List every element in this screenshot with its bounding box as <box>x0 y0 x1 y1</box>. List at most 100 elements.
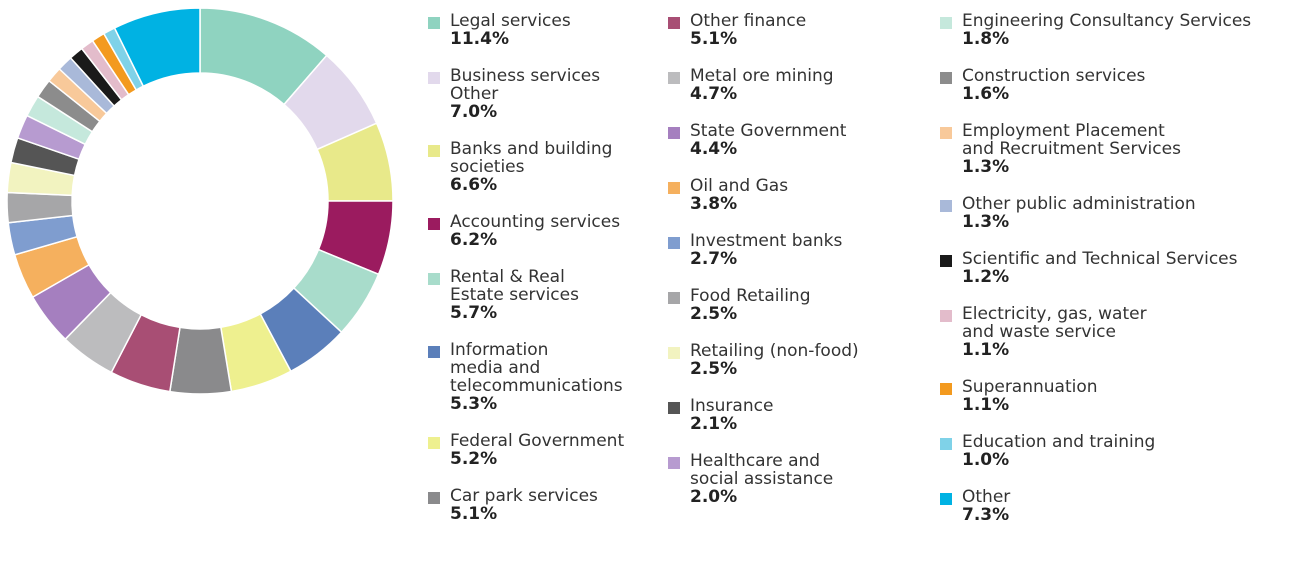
legend-value: 6.6% <box>450 175 498 195</box>
legend-label: Investment banks <box>690 231 843 251</box>
legend-swatch <box>428 273 440 285</box>
legend-label: Superannuation <box>962 377 1098 397</box>
legend-label: Rental & Real Estate services <box>450 267 579 305</box>
legend-item: Employment Placement and Recruitment Ser… <box>940 122 1251 176</box>
legend-swatch <box>940 72 952 84</box>
legend-item: Food Retailing 2.5% <box>668 287 859 323</box>
legend-item: Other public administration 1.3% <box>940 195 1251 231</box>
legend-label: Information media and telecommunications <box>450 340 623 396</box>
legend-label: Banks and building societies <box>450 139 613 177</box>
legend-value: 1.3% <box>962 157 1010 177</box>
legend-value: 1.3% <box>962 212 1010 232</box>
legend-column: Engineering Consultancy Services 1.8% Cons… <box>940 12 1251 524</box>
legend-label: State Government <box>690 121 847 141</box>
legend-swatch <box>940 200 952 212</box>
legend-swatch <box>940 255 952 267</box>
legend-swatch <box>428 145 440 157</box>
legend-value: 5.2% <box>450 449 498 469</box>
legend-swatch <box>668 72 680 84</box>
legend-item: Car park services 5.1% <box>428 487 624 523</box>
legend-column: Legal services 11.4% Business services Oth… <box>428 12 624 523</box>
legend-label: Federal Government <box>450 431 625 451</box>
legend-value: 1.1% <box>962 340 1010 360</box>
legend-item: Investment banks 2.7% <box>668 232 859 268</box>
legend-label: Business services Other <box>450 66 601 104</box>
legend-item: Legal services 11.4% <box>428 12 624 48</box>
legend-label: Scientific and Technical Services <box>962 249 1238 269</box>
legend-item: Business services Other 7.0% <box>428 67 624 121</box>
legend-swatch <box>668 402 680 414</box>
legend-label: Car park services <box>450 486 598 506</box>
legend-swatch <box>940 438 952 450</box>
legend-value: 1.8% <box>962 29 1010 49</box>
legend-label: Education and training <box>962 432 1156 452</box>
legend-item: Information media and telecommunications… <box>428 341 624 413</box>
legend-item: Engineering Consultancy Services 1.8% <box>940 12 1251 48</box>
legend-value: 7.3% <box>962 505 1010 525</box>
legend-label: Other <box>962 487 1011 507</box>
legend-swatch <box>940 493 952 505</box>
legend-item: Accounting services 6.2% <box>428 213 624 249</box>
legend-label: Construction services <box>962 66 1146 86</box>
legend-item: Federal Government 5.2% <box>428 432 624 468</box>
legend-value: 5.3% <box>450 394 498 414</box>
legend-label: Metal ore mining <box>690 66 834 86</box>
legend-item: Metal ore mining 4.7% <box>668 67 859 103</box>
legend-label: Electricity, gas, water and waste servic… <box>962 304 1147 342</box>
legend-item: Healthcare and social assistance 2.0% <box>668 452 859 506</box>
legend-swatch <box>428 346 440 358</box>
legend-swatch <box>940 310 952 322</box>
legend-value: 5.7% <box>450 303 498 323</box>
legend-label: Other public administration <box>962 194 1196 214</box>
legend-value: 2.7% <box>690 249 738 269</box>
legend-item: Banks and building societies 6.6% <box>428 140 624 194</box>
legend-item: Rental & Real Estate services 5.7% <box>428 268 624 322</box>
legend-column: Other finance 5.1% Metal ore mining 4.7% Sta… <box>668 12 859 506</box>
donut-slice <box>113 7 201 88</box>
legend-item: State Government 4.4% <box>668 122 859 158</box>
legend-label: Accounting services <box>450 212 621 232</box>
legend-label: Employment Placement and Recruitment Ser… <box>962 121 1181 159</box>
legend-value: 7.0% <box>450 102 498 122</box>
legend-item: Education and training 1.0% <box>940 433 1251 469</box>
legend-label: Engineering Consultancy Services <box>962 11 1252 31</box>
legend-item: Superannuation 1.1% <box>940 378 1251 414</box>
legend-item: Other finance 5.1% <box>668 12 859 48</box>
legend-item: Insurance 2.1% <box>668 397 859 433</box>
legend-item: Other 7.3% <box>940 488 1251 524</box>
legend-swatch <box>668 347 680 359</box>
legend-swatch <box>428 17 440 29</box>
legend-label: Insurance <box>690 396 774 416</box>
legend-swatch <box>668 127 680 139</box>
legend-swatch <box>668 457 680 469</box>
legend-value: 6.2% <box>450 230 498 250</box>
legend-label: Healthcare and social assistance <box>690 451 834 489</box>
legend-label: Other finance <box>690 11 807 31</box>
legend-value: 2.5% <box>690 304 738 324</box>
legend-swatch <box>668 292 680 304</box>
legend-item: Scientific and Technical Services 1.2% <box>940 250 1251 286</box>
legend-value: 5.1% <box>450 504 498 524</box>
legend-value: 4.7% <box>690 84 738 104</box>
legend-swatch <box>668 17 680 29</box>
legend-swatch <box>428 72 440 84</box>
legend-swatch <box>428 437 440 449</box>
legend-value: 11.4% <box>450 29 509 49</box>
legend-value: 1.2% <box>962 267 1010 287</box>
legend-item: Construction services 1.6% <box>940 67 1251 103</box>
legend-value: 1.1% <box>962 395 1010 415</box>
legend-swatch <box>940 127 952 139</box>
legend-value: 3.8% <box>690 194 738 214</box>
legend-swatch <box>940 383 952 395</box>
legend-value: 5.1% <box>690 29 738 49</box>
legend-label: Legal services <box>450 11 571 31</box>
legend-swatch <box>668 182 680 194</box>
legend-swatch <box>428 218 440 230</box>
legend-label: Food Retailing <box>690 286 811 306</box>
legend-swatch <box>428 492 440 504</box>
legend-value: 2.0% <box>690 487 738 507</box>
legend-label: Retailing (non-food) <box>690 341 859 361</box>
legend-item: Electricity, gas, water and waste servic… <box>940 305 1251 359</box>
legend-swatch <box>940 17 952 29</box>
